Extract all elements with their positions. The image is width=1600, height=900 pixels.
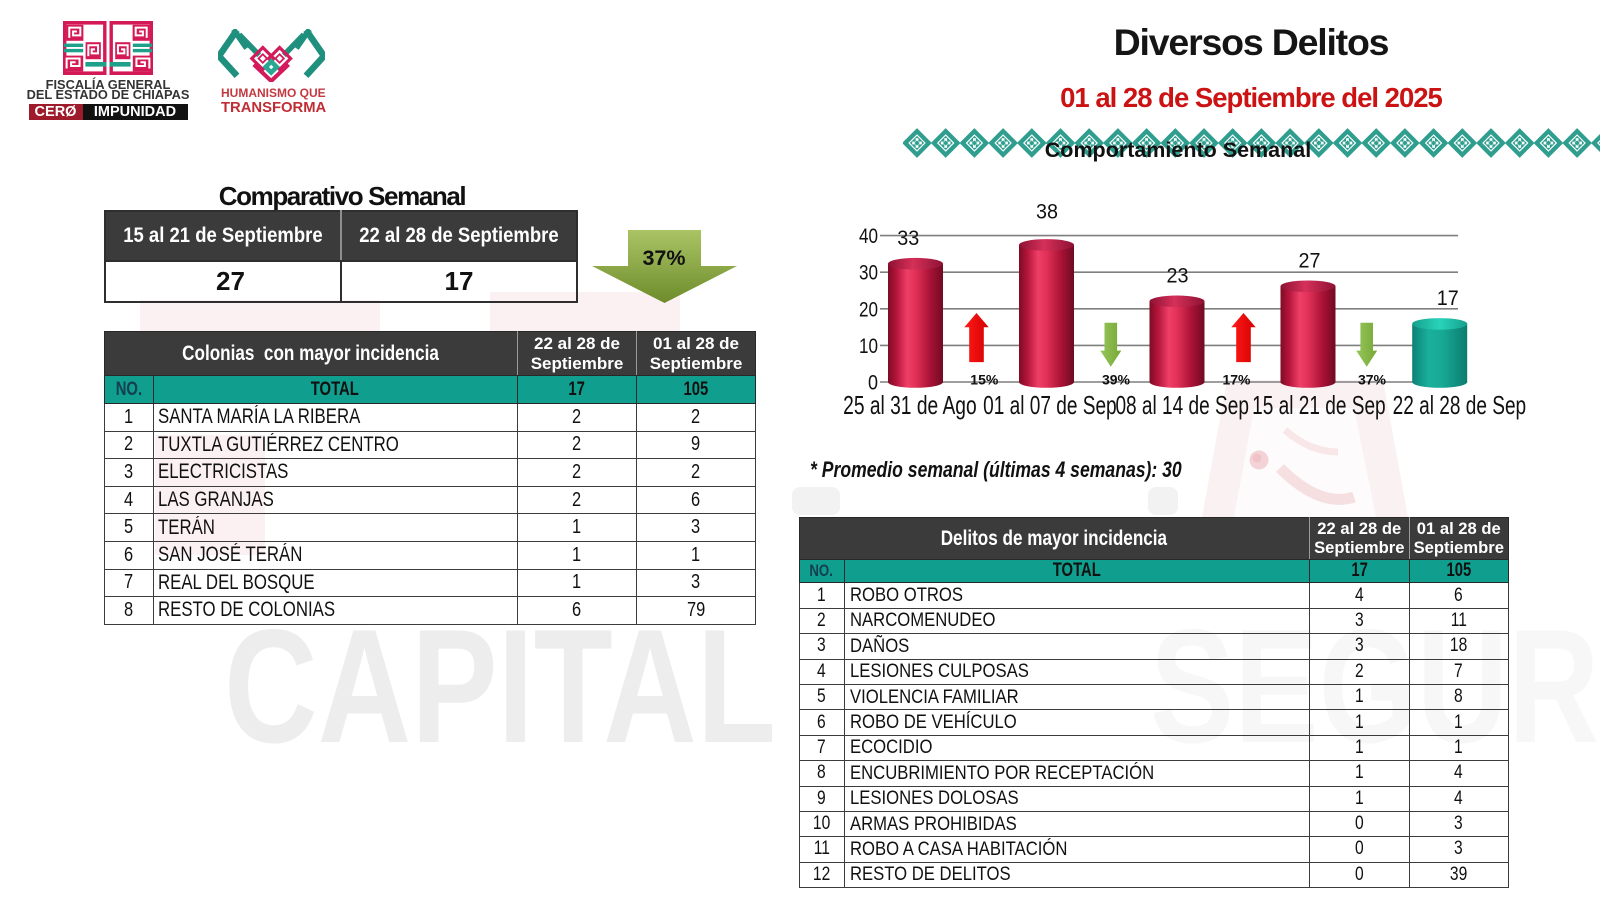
svg-text:27: 27 — [1299, 248, 1321, 272]
svg-text:23: 23 — [1167, 264, 1189, 288]
svg-text:37%: 37% — [1358, 372, 1387, 388]
svg-text:15 al 21 de Sep: 15 al 21 de Sep — [1252, 390, 1386, 420]
svg-text:37%: 37% — [642, 246, 685, 270]
svg-text:22 al 28 de Sep: 22 al 28 de Sep — [1393, 390, 1527, 420]
svg-text:17%: 17% — [1222, 372, 1251, 388]
svg-text:25 al 31 de Ago: 25 al 31 de Ago — [843, 390, 977, 420]
svg-text:01 al 07 de Sep: 01 al 07 de Sep — [983, 390, 1117, 420]
svg-text:38: 38 — [1036, 200, 1058, 224]
svg-text:15%: 15% — [970, 372, 999, 388]
svg-text:0: 0 — [868, 371, 878, 395]
svg-text:08 al 14 de Sep: 08 al 14 de Sep — [1115, 390, 1249, 420]
svg-text:10: 10 — [859, 334, 878, 358]
svg-text:33: 33 — [897, 226, 919, 250]
svg-text:39%: 39% — [1102, 372, 1131, 388]
svg-text:30: 30 — [859, 261, 878, 285]
svg-text:17: 17 — [1437, 286, 1459, 310]
svg-text:20: 20 — [859, 297, 878, 321]
svg-text:40: 40 — [859, 224, 878, 248]
